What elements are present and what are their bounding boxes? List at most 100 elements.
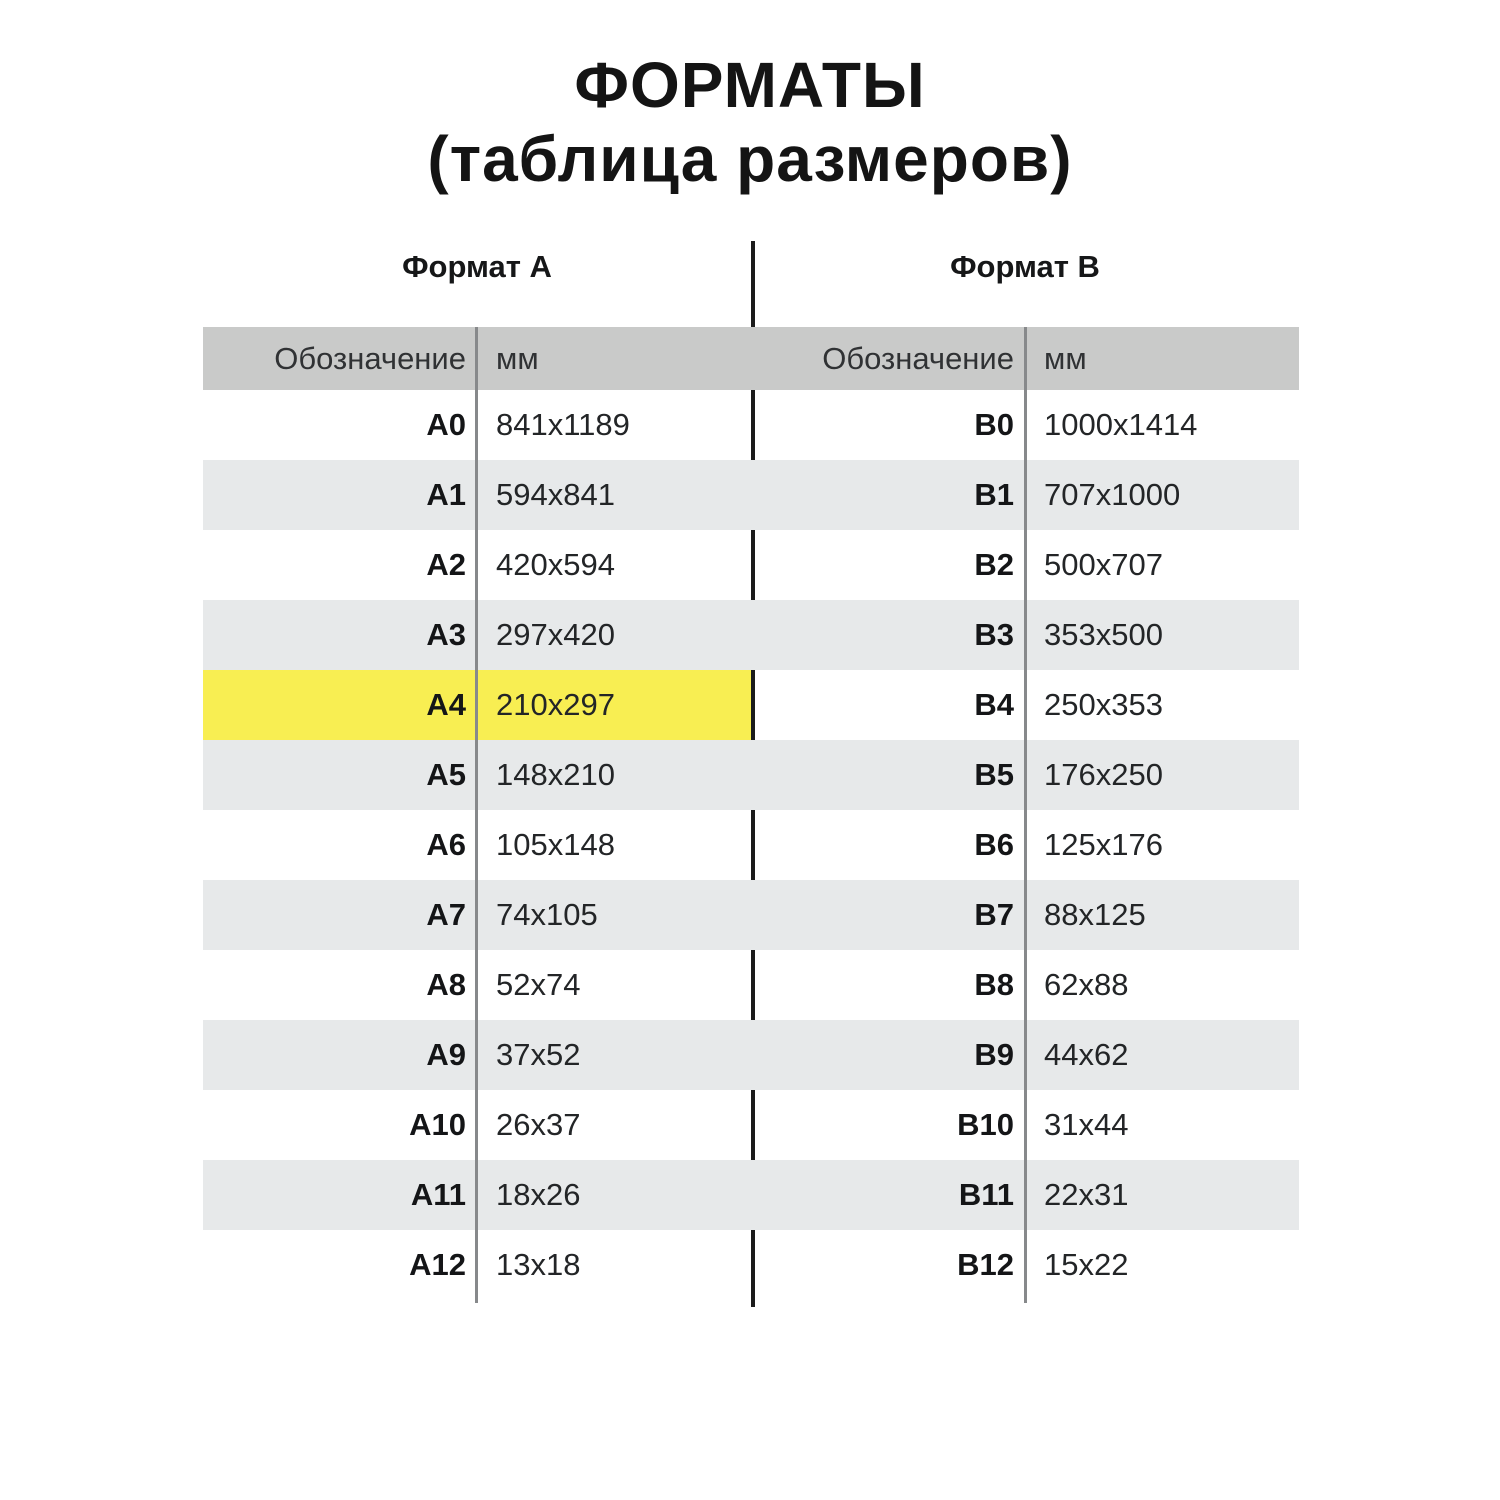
format-size-mm: 52x74 bbox=[496, 967, 581, 1002]
format-size-mm: 44x62 bbox=[1044, 1037, 1129, 1072]
format-size-mm: 37x52 bbox=[496, 1037, 581, 1072]
table-row-half: B2 500x707 bbox=[751, 530, 1299, 600]
format-size-mm: 420x594 bbox=[496, 547, 615, 582]
format-size-mm: 176x250 bbox=[1044, 757, 1163, 792]
format-a-heading: Формат А bbox=[402, 249, 552, 284]
format-size-mm: 1000x1414 bbox=[1044, 407, 1198, 442]
table-row: A11 18x26 B11 22x31 bbox=[203, 1160, 1299, 1230]
column-header-mm-b: мм bbox=[1044, 340, 1087, 376]
column-header-designation-b: Обозначение bbox=[822, 340, 1014, 376]
format-size-mm: 353x500 bbox=[1044, 617, 1163, 652]
format-designation: A2 bbox=[426, 547, 466, 582]
table-row-half: B9 44x62 bbox=[751, 1020, 1299, 1090]
table-row-half: B4 250x353 bbox=[751, 670, 1299, 740]
format-size-mm: 500x707 bbox=[1044, 547, 1163, 582]
format-size-mm: 841x1189 bbox=[496, 407, 630, 442]
format-designation: A3 bbox=[426, 617, 466, 652]
format-designation: B12 bbox=[957, 1247, 1014, 1282]
format-designation: B10 bbox=[957, 1107, 1014, 1142]
table-row-half: B0 1000x1414 bbox=[751, 390, 1299, 460]
format-size-mm: 22x31 bbox=[1044, 1177, 1129, 1212]
table-row-half: A1 594x841 bbox=[203, 460, 751, 530]
table-row-half: A9 37x52 bbox=[203, 1020, 751, 1090]
column-divider-a bbox=[475, 327, 478, 1303]
format-designation: A7 bbox=[426, 897, 466, 932]
format-size-mm: 74x105 bbox=[496, 897, 598, 932]
column-header-designation-a: Обозначение bbox=[274, 340, 466, 376]
format-designation: B0 bbox=[974, 407, 1014, 442]
format-designation: B3 bbox=[974, 617, 1014, 652]
format-size-mm: 26x37 bbox=[496, 1107, 581, 1142]
format-size-mm: 148x210 bbox=[496, 757, 615, 792]
table-row: A5 148x210 B5 176x250 bbox=[203, 740, 1299, 810]
format-size-mm: 210x297 bbox=[496, 687, 615, 722]
format-designation: B11 bbox=[958, 1177, 1014, 1212]
table-row-half: B7 88x125 bbox=[751, 880, 1299, 950]
format-size-mm: 62x88 bbox=[1044, 967, 1129, 1002]
table-row-half: A12 13x18 bbox=[203, 1230, 751, 1300]
table-row: A0 841x1189 B0 1000x1414 bbox=[203, 390, 1299, 460]
format-b-heading: Формат B bbox=[950, 249, 1100, 284]
format-designation: B6 bbox=[974, 827, 1014, 862]
format-designation: A5 bbox=[426, 757, 466, 792]
format-designation: A11 bbox=[410, 1177, 466, 1212]
format-size-mm: 105x148 bbox=[496, 827, 615, 862]
table-row: A8 52x74 B8 62x88 bbox=[203, 950, 1299, 1020]
table-row-half: A11 18x26 bbox=[203, 1160, 751, 1230]
format-designation: A4 bbox=[426, 687, 466, 722]
format-size-mm: 125x176 bbox=[1044, 827, 1163, 862]
format-designation: A10 bbox=[409, 1107, 466, 1142]
table-row-half: A5 148x210 bbox=[203, 740, 751, 810]
table-row-half: B8 62x88 bbox=[751, 950, 1299, 1020]
page-title-block: ФОРМАТЫ (таблица размеров) bbox=[0, 48, 1500, 196]
table-rows: A0 841x1189 B0 1000x1414 A1 594x841 B1 707x1000… bbox=[203, 390, 1299, 1300]
table-row: A10 26x37 B10 31x44 bbox=[203, 1090, 1299, 1160]
table-row-half: B1 707x1000 bbox=[751, 460, 1299, 530]
table-header-half-b: Обозначение мм bbox=[751, 327, 1299, 390]
table-row-half: A0 841x1189 bbox=[203, 390, 751, 460]
table-header-half-a: Обозначение мм bbox=[203, 327, 751, 390]
page-subtitle: (таблица размеров) bbox=[427, 123, 1073, 195]
table-row: A2 420x594 B2 500x707 bbox=[203, 530, 1299, 600]
table-row-half: A8 52x74 bbox=[203, 950, 751, 1020]
table-row-half: B6 125x176 bbox=[751, 810, 1299, 880]
table-row-half: A2 420x594 bbox=[203, 530, 751, 600]
format-designation: A1 bbox=[426, 477, 466, 512]
format-size-mm: 18x26 bbox=[496, 1177, 581, 1212]
page-title: ФОРМАТЫ bbox=[574, 49, 926, 121]
table-row-half: A3 297x420 bbox=[203, 600, 751, 670]
table-row: A7 74x105 B7 88x125 bbox=[203, 880, 1299, 950]
table-header-row: Обозначение мм Обозначение мм bbox=[203, 327, 1299, 390]
table-row: A12 13x18 B12 15x22 bbox=[203, 1230, 1299, 1300]
table-row-half: A7 74x105 bbox=[203, 880, 751, 950]
table-row: A3 297x420 B3 353x500 bbox=[203, 600, 1299, 670]
format-size-mm: 13x18 bbox=[496, 1247, 581, 1282]
table-row: A6 105x148 B6 125x176 bbox=[203, 810, 1299, 880]
column-header-mm-a: мм bbox=[496, 340, 539, 376]
table-row-half: B10 31x44 bbox=[751, 1090, 1299, 1160]
format-designation: A8 bbox=[426, 967, 466, 1002]
format-designation: B7 bbox=[974, 897, 1014, 932]
table-row-half: B5 176x250 bbox=[751, 740, 1299, 810]
format-designation: B9 bbox=[974, 1037, 1014, 1072]
format-size-mm: 15x22 bbox=[1044, 1247, 1129, 1282]
format-size-mm: 31x44 bbox=[1044, 1107, 1129, 1142]
table-row-half: B3 353x500 bbox=[751, 600, 1299, 670]
format-designation: A6 bbox=[426, 827, 466, 862]
table-row: A1 594x841 B1 707x1000 bbox=[203, 460, 1299, 530]
format-size-mm: 250x353 bbox=[1044, 687, 1163, 722]
format-designation: B8 bbox=[974, 967, 1014, 1002]
format-designation: B4 bbox=[974, 687, 1014, 722]
formats-table: Обозначение мм Обозначение мм A0 841x1189… bbox=[203, 327, 1299, 1303]
format-designation: B1 bbox=[974, 477, 1014, 512]
format-designation: A0 bbox=[426, 407, 466, 442]
format-designation: A9 bbox=[426, 1037, 466, 1072]
format-size-mm: 707x1000 bbox=[1044, 477, 1181, 512]
table-row: A4 210x297 B4 250x353 bbox=[203, 670, 1299, 740]
table-row: A9 37x52 B9 44x62 bbox=[203, 1020, 1299, 1090]
format-size-mm: 297x420 bbox=[496, 617, 615, 652]
table-row-half: B12 15x22 bbox=[751, 1230, 1299, 1300]
column-divider-b bbox=[1024, 327, 1027, 1303]
format-designation: B5 bbox=[974, 757, 1014, 792]
